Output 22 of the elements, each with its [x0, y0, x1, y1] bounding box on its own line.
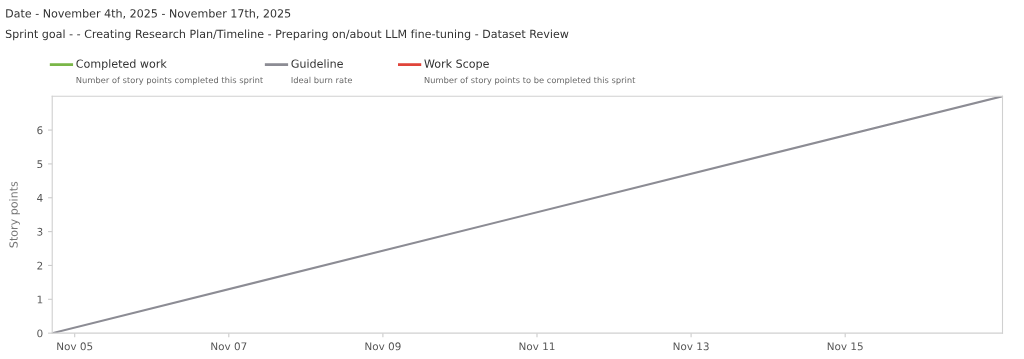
y-tick-label: 3	[37, 227, 43, 236]
y-tick-label: 5	[37, 160, 43, 169]
y-tick-label: 0	[37, 329, 43, 338]
y-axis-title: Story points	[9, 181, 20, 248]
text: Number of story points to be completed this sprint	[424, 76, 636, 85]
x-tick-label: Nov 05	[57, 342, 93, 351]
chart-title: Date - November 4th, 2025 - November 17th, 2025	[6, 8, 291, 19]
legend-label: Guideline	[291, 59, 343, 68]
x-tick-label: Nov 07	[211, 342, 247, 351]
x-tick-label: Nov 15	[827, 342, 863, 351]
y-tick-label: 6	[37, 126, 43, 135]
x-tick-label: Nov 13	[673, 342, 709, 351]
legend-label: Work Scope	[424, 59, 489, 70]
chart-subtitle: Sprint goal - - Creating Research Plan/Timeline - Preparing on/about LLM fine-tuning - Dataset Review	[5, 29, 569, 41]
x-tick-label: Nov 09	[365, 342, 401, 351]
legend-label: Completed work	[76, 59, 167, 70]
y-tick-label: 4	[37, 194, 43, 202]
y-tick-label: 2	[37, 261, 43, 270]
text: Number of story points completed this sprint	[76, 76, 263, 85]
text: Ideal burn rate	[291, 76, 353, 84]
x-tick-label: Nov 11	[519, 342, 555, 351]
y-tick-label: 1	[37, 295, 43, 304]
